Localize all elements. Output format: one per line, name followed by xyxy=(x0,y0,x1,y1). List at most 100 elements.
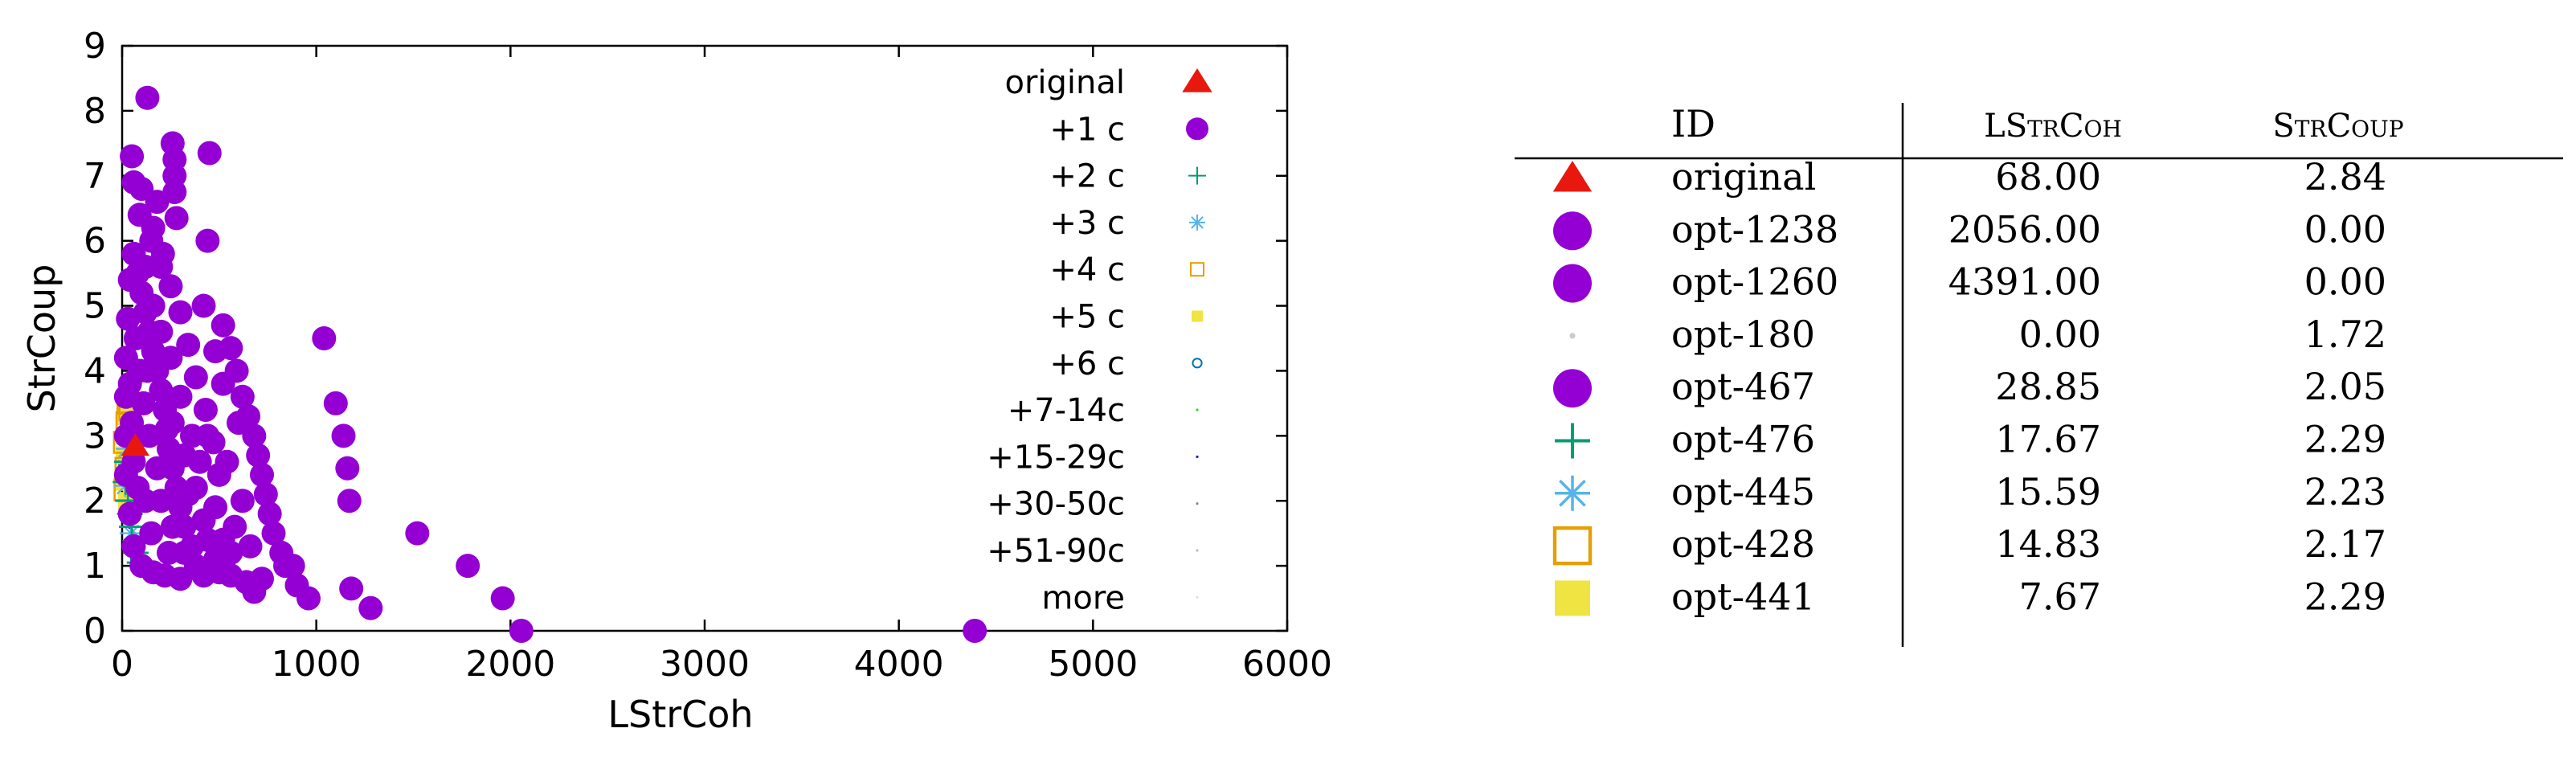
data-point xyxy=(176,482,201,507)
data-point xyxy=(257,501,282,526)
legend-marker xyxy=(1189,214,1205,231)
legend-label: +7-14c xyxy=(1008,392,1125,429)
row-id: opt-476 xyxy=(1671,418,1815,461)
row-strcoup: 2.17 xyxy=(2304,522,2386,566)
row-lstrcoh: 28.85 xyxy=(1995,365,2101,408)
table-row: opt-467 28.85 2.05 xyxy=(1553,365,2386,408)
data-point xyxy=(121,534,146,558)
legend-item: +1 c xyxy=(1049,111,1208,148)
data-point xyxy=(125,476,150,501)
legend-label: +51-90c xyxy=(987,533,1125,570)
row-lstrcoh: 7.67 xyxy=(2019,575,2101,618)
legend-label: +1 c xyxy=(1049,111,1125,148)
data-point xyxy=(116,306,141,331)
legend-marker xyxy=(1196,502,1199,505)
y-tick-label: 0 xyxy=(84,611,106,652)
data-point xyxy=(230,384,255,409)
data-point xyxy=(261,521,286,546)
data-point xyxy=(191,508,216,533)
table-row: original 68.00 2.84 xyxy=(1552,155,2386,198)
data-point xyxy=(164,206,189,231)
x-tick-label: 1000 xyxy=(272,644,362,685)
data-point xyxy=(238,534,263,558)
data-point xyxy=(145,456,170,481)
data-point xyxy=(135,358,160,383)
data-point xyxy=(133,255,157,280)
row-lstrcoh: 17.67 xyxy=(1995,418,2101,461)
row-strcoup: 2.29 xyxy=(2304,418,2386,461)
x-tick-label: 2000 xyxy=(465,644,555,685)
data-point xyxy=(253,482,278,507)
column-header-id: ID xyxy=(1671,102,1715,145)
data-point xyxy=(203,339,227,364)
legend-label: +30-50c xyxy=(987,486,1125,523)
legend-marker xyxy=(1192,358,1203,369)
row-lstrcoh: 15.59 xyxy=(1995,470,2101,513)
legend-marker xyxy=(1188,166,1206,185)
data-point xyxy=(273,554,297,579)
table-row: opt-1260 4391.00 0.00 xyxy=(1553,260,2386,304)
data-point xyxy=(145,190,170,215)
data-point xyxy=(123,326,148,350)
data-point xyxy=(168,300,193,325)
row-strcoup: 1.72 xyxy=(2304,313,2386,356)
table-row: opt-476 17.67 2.29 xyxy=(1555,418,2386,461)
data-point xyxy=(358,595,383,620)
legend-item: +4 c xyxy=(1049,252,1204,288)
x-tick-label: 6000 xyxy=(1242,644,1332,685)
legend: original +1 c +2 c +3 c +4 c +5 c +6 c +7-14c +1… xyxy=(987,64,1212,616)
x-tick-label: 5000 xyxy=(1048,644,1138,685)
column-header-strcoup: StrCoup xyxy=(2272,108,2403,145)
legend-item: original xyxy=(1004,64,1212,101)
row-strcoup: 0.00 xyxy=(2304,260,2386,304)
row-id: opt-467 xyxy=(1671,365,1815,408)
data-point xyxy=(120,411,145,436)
data-point xyxy=(284,573,309,598)
table-row: opt-445 15.59 2.23 xyxy=(1555,470,2386,513)
data-point xyxy=(149,378,174,403)
data-point xyxy=(337,489,362,513)
legend-item: +51-90c xyxy=(987,533,1199,570)
row-symbol xyxy=(1553,264,1592,303)
scatter-plot: 0 1000 2000 3000 4000 5000 6000 0 1 2 3 4 5 6 7 8 9 LStrC… xyxy=(20,26,1332,736)
row-id: opt-428 xyxy=(1671,522,1815,566)
data-point xyxy=(160,411,185,436)
legend-item: +30-50c xyxy=(987,486,1199,523)
legend-label: +15-29c xyxy=(987,439,1125,476)
row-strcoup: 2.05 xyxy=(2304,365,2386,408)
row-symbol xyxy=(1553,369,1592,408)
data-point xyxy=(211,371,235,396)
legend-label: +2 c xyxy=(1049,158,1125,195)
legend-item: +15-29c xyxy=(987,439,1199,476)
row-strcoup: 2.84 xyxy=(2304,155,2386,198)
legend-item: +3 c xyxy=(1049,205,1205,242)
row-symbol xyxy=(1555,423,1590,459)
y-tick-label: 3 xyxy=(84,415,106,456)
data-point xyxy=(141,293,166,318)
legend-item: +2 c xyxy=(1049,158,1206,195)
data-point xyxy=(312,326,337,350)
row-symbol xyxy=(1552,161,1593,192)
y-tick-label: 8 xyxy=(84,91,106,132)
legend-marker xyxy=(1192,310,1203,322)
row-id: opt-441 xyxy=(1671,575,1815,618)
legend-marker xyxy=(1186,117,1208,141)
y-tick-label: 7 xyxy=(84,156,106,197)
data-point xyxy=(187,449,212,474)
data-point xyxy=(117,371,142,396)
x-tick-label: 3000 xyxy=(660,644,750,685)
table-header: ID LStrCoh StrCoup xyxy=(1671,102,2404,145)
data-point xyxy=(176,333,201,358)
row-lstrcoh: 68.00 xyxy=(1995,155,2101,198)
data-point xyxy=(131,391,156,415)
row-strcoup: 2.29 xyxy=(2304,575,2386,618)
data-point xyxy=(339,576,364,601)
row-lstrcoh: 2056.00 xyxy=(1948,207,2101,251)
data-point xyxy=(490,586,515,611)
data-point xyxy=(120,144,145,169)
legend-marker xyxy=(1190,262,1204,277)
data-point xyxy=(203,547,227,572)
data-point xyxy=(331,423,356,448)
row-id: opt-1238 xyxy=(1671,207,1838,251)
legend-label: +3 c xyxy=(1049,205,1125,242)
